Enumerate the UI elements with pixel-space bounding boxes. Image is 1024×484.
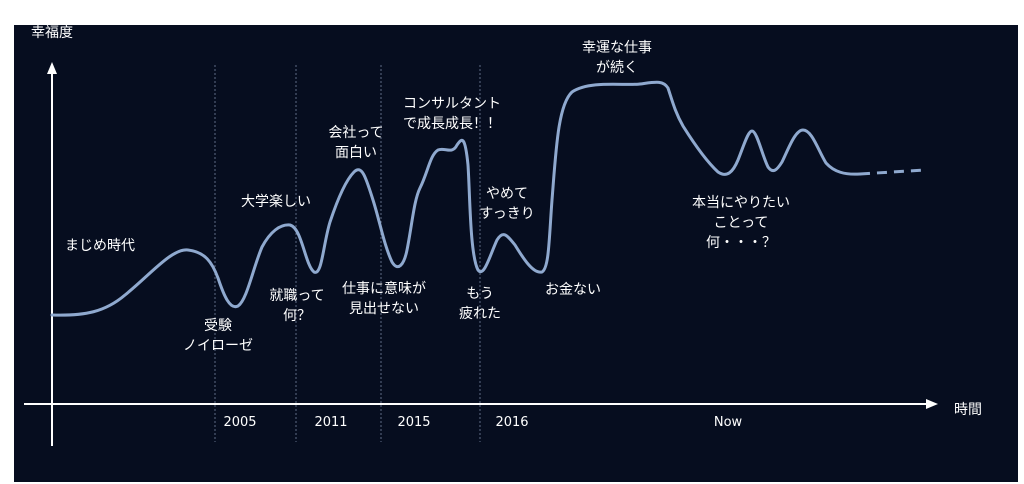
x-axis-label: 時間	[954, 402, 982, 418]
x-tick-label: Now	[714, 415, 743, 430]
annotation-line: 何・・・？	[706, 235, 776, 251]
annotation-line: ノイローゼ	[183, 338, 253, 354]
y-axis-label: 幸福度	[31, 25, 73, 41]
annotation-line: お金ない	[545, 282, 601, 298]
annotation-line: 就職って	[269, 288, 324, 304]
axes	[24, 62, 938, 446]
annotation-line: ことって	[714, 215, 769, 231]
annotation-line: 幸運な仕事	[582, 40, 652, 56]
annotation-line: 仕事に意味が	[342, 280, 426, 297]
annotation: 仕事に意味が見出せない	[342, 280, 426, 317]
annotation: やめてすっきり	[479, 186, 534, 222]
annotation: 就職って何？	[269, 288, 324, 324]
x-tick-labels: 2005 2011 2015 2016 Now	[223, 415, 742, 430]
annotation: 受験ノイローゼ	[183, 318, 253, 354]
annotation-line: 見出せない	[349, 301, 419, 317]
annotation-line: 疲れた	[459, 305, 501, 322]
annotation-line: が続く	[596, 59, 638, 76]
annotation-line: 受験	[204, 318, 232, 334]
annotation-line: で成長成長！！	[403, 116, 501, 132]
annotation-line: コンサルタント	[403, 96, 501, 112]
x-axis-arrowhead	[926, 399, 938, 409]
annotation: コンサルタントで成長成長！！	[403, 96, 501, 132]
x-tick-label: 2011	[314, 415, 347, 430]
happiness-curve-future	[859, 168, 925, 176]
annotation: 会社って面白い	[328, 125, 383, 161]
annotation: 本当にやりたいことって何・・・？	[692, 195, 790, 251]
annotation: 大学楽しい	[241, 194, 311, 210]
annotation: お金ない	[545, 282, 601, 298]
annotation-line: すっきり	[479, 206, 534, 222]
x-tick-label: 2005	[223, 415, 256, 430]
x-tick-label: 2016	[495, 415, 528, 430]
period-dividers	[214, 65, 481, 442]
x-tick-label: 2015	[397, 415, 430, 430]
annotation: 幸運な仕事が続く	[582, 40, 652, 76]
annotation: もう疲れた	[459, 286, 501, 322]
annotation-line: 大学楽しい	[241, 194, 311, 210]
y-axis-arrowhead	[47, 62, 57, 74]
annotation-line: 面白い	[335, 145, 377, 161]
annotation-line: 何？	[283, 308, 311, 324]
chart-panel: 幸福度 時間 2005 2011 2015 2016 Now まじめ時代受験ノイローゼ 大…	[14, 25, 1018, 482]
annotation-line: もう	[466, 286, 494, 302]
happiness-curve	[50, 80, 862, 317]
annotation-line: まじめ時代	[65, 238, 135, 254]
annotation-line: 会社って	[328, 125, 383, 141]
annotation: まじめ時代	[65, 238, 135, 254]
annotation-line: やめて	[486, 186, 528, 202]
annotation-line: 本当にやりたい	[692, 195, 790, 211]
